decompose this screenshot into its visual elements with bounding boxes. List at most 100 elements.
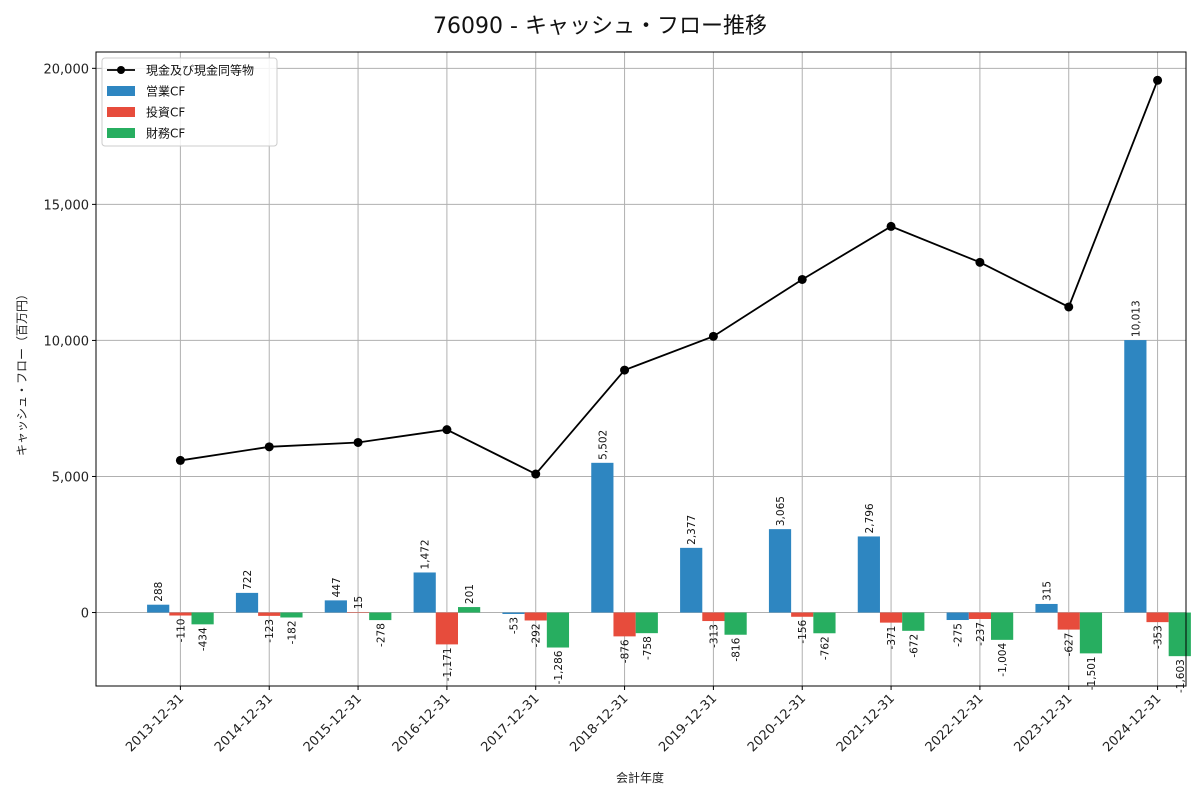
x-tick-label: 2020-12-31: [745, 691, 809, 755]
bar: [968, 612, 992, 619]
x-tick-label: 2024-12-31: [1100, 691, 1164, 755]
bar: [724, 612, 747, 635]
bar: [1057, 612, 1080, 630]
cash-line: [175, 75, 1163, 479]
x-tick-label: 2021-12-31: [834, 691, 898, 755]
bar: [235, 592, 259, 613]
bar: [435, 612, 459, 645]
legend-bar-swatch: [107, 107, 135, 117]
data-label: -182: [286, 620, 298, 644]
data-label: 15: [353, 596, 365, 609]
data-label: -672: [908, 634, 920, 658]
bar: [413, 572, 436, 613]
y-axis-label: キャッシュ・フロー（百万円）: [15, 288, 29, 456]
bars: [147, 340, 1191, 657]
data-label: -1,501: [1086, 656, 1098, 690]
bar: [147, 604, 170, 613]
bar: [1146, 612, 1169, 623]
cash-line-point: [353, 437, 363, 447]
data-label: -123: [264, 619, 276, 643]
cash-line-point: [1064, 302, 1074, 312]
chart-title: 76090 - キャッシュ・フロー推移: [433, 14, 767, 39]
x-tick-label: 2016-12-31: [390, 691, 454, 755]
bar: [524, 612, 547, 621]
data-label: -292: [531, 623, 543, 647]
data-label: -876: [620, 639, 632, 663]
legend-bar-swatch: [107, 128, 135, 138]
legend-label: 財務CF: [146, 126, 185, 141]
bar: [169, 612, 192, 616]
data-label: 2,377: [686, 515, 698, 545]
legend-bar-swatch: [107, 86, 135, 96]
bar: [458, 607, 481, 613]
data-label: -156: [797, 619, 809, 643]
bar: [1124, 340, 1147, 613]
x-tick-label: 2014-12-31: [212, 691, 276, 755]
plot-frame: [95, 51, 1187, 687]
cash-line-path: [180, 79, 1159, 476]
data-label: 288: [153, 582, 165, 602]
cash-line-point: [708, 331, 718, 341]
cash-line-point: [175, 455, 185, 465]
data-label: -353: [1153, 625, 1165, 649]
y-tick-label: 5,000: [52, 470, 89, 485]
data-label: 1,472: [420, 539, 432, 569]
x-tick-label: 2023-12-31: [1012, 691, 1076, 755]
cash-line-point: [531, 469, 541, 479]
bar: [680, 547, 703, 613]
data-label: -816: [731, 637, 743, 661]
bar: [635, 612, 658, 634]
data-label: -1,171: [442, 647, 454, 681]
cash-line-point: [264, 442, 274, 452]
bar: [946, 612, 969, 621]
x-tick-label: 2022-12-31: [923, 691, 987, 755]
data-label: 315: [1042, 581, 1054, 601]
bar: [191, 612, 214, 625]
bar: [857, 536, 880, 613]
bar: [879, 612, 903, 623]
data-label: 201: [464, 584, 476, 604]
cash-line-point: [975, 257, 985, 267]
data-label: -1,603: [1175, 659, 1187, 693]
bar: [546, 612, 570, 648]
bar: [1079, 612, 1103, 654]
bar: [768, 529, 792, 613]
bar: [346, 612, 370, 613]
x-tick-label: 2015-12-31: [301, 691, 365, 755]
cash-line-point: [1153, 75, 1163, 85]
bar: [813, 612, 836, 634]
data-label: 2,796: [864, 503, 876, 533]
x-tick-label: 2019-12-31: [656, 691, 720, 755]
data-label: 5,502: [597, 430, 609, 460]
data-label: -371: [886, 626, 898, 650]
x-tick-label: 2018-12-31: [567, 691, 631, 755]
data-label: -762: [819, 636, 831, 660]
cash-line-point: [886, 221, 896, 231]
y-tick-label: 0: [81, 607, 89, 622]
legend-label: 投資CF: [146, 105, 185, 120]
x-tick-label: 2017-12-31: [479, 691, 543, 755]
data-label: -758: [642, 636, 654, 660]
y-axis-ticks: 0 5,000 10,000 15,000 20,000: [44, 62, 96, 622]
x-axis-ticks: 2013-12-31 2014-12-31 2015-12-31 2016-12-31…: [123, 686, 1164, 755]
legend-label: 現金及び現金同等物: [146, 63, 254, 78]
bar: [591, 462, 614, 613]
data-label: 722: [242, 570, 254, 590]
cash-line-point: [620, 365, 630, 375]
legend-marker: [117, 66, 125, 74]
data-label: -434: [198, 627, 210, 651]
bar: [369, 612, 392, 621]
bar: [502, 612, 525, 614]
bar: [258, 612, 281, 616]
x-axis-label: 会計年度: [616, 770, 664, 785]
data-label: -53: [509, 617, 521, 634]
data-label: -1,286: [553, 650, 565, 684]
data-label: 10,013: [1130, 300, 1142, 337]
legend-label: 営業CF: [146, 85, 185, 99]
bar: [902, 612, 925, 631]
y-tick-label: 15,000: [44, 198, 90, 213]
data-label: 3,065: [775, 496, 787, 526]
data-label: -278: [375, 623, 387, 647]
